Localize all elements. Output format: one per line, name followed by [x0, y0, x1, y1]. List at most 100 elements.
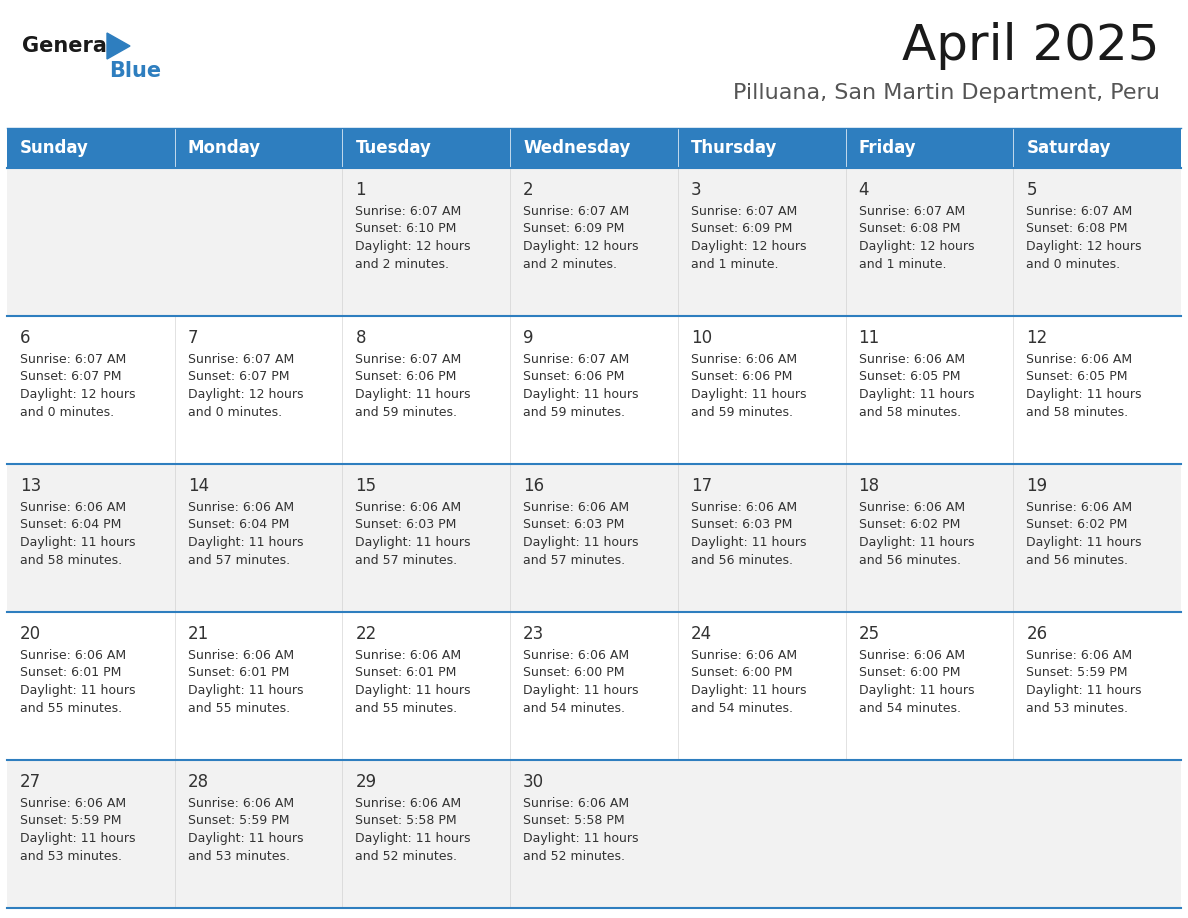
- Text: Daylight: 11 hours: Daylight: 11 hours: [691, 536, 807, 549]
- Text: 16: 16: [523, 477, 544, 495]
- Text: Sunrise: 6:07 AM: Sunrise: 6:07 AM: [1026, 205, 1132, 218]
- Text: General: General: [23, 36, 114, 56]
- Text: Sunset: 6:05 PM: Sunset: 6:05 PM: [859, 371, 960, 384]
- Text: Sunrise: 6:06 AM: Sunrise: 6:06 AM: [523, 649, 630, 662]
- Text: Daylight: 11 hours: Daylight: 11 hours: [859, 536, 974, 549]
- Text: and 0 minutes.: and 0 minutes.: [20, 406, 114, 419]
- Text: Daylight: 11 hours: Daylight: 11 hours: [20, 832, 135, 845]
- Text: and 54 minutes.: and 54 minutes.: [859, 701, 961, 714]
- Bar: [7, 464, 1181, 612]
- Text: Daylight: 11 hours: Daylight: 11 hours: [859, 684, 974, 697]
- Text: Daylight: 11 hours: Daylight: 11 hours: [523, 536, 639, 549]
- Text: Tuesday: Tuesday: [355, 139, 431, 157]
- Text: 10: 10: [691, 329, 712, 347]
- Text: 17: 17: [691, 477, 712, 495]
- Text: Sunset: 5:59 PM: Sunset: 5:59 PM: [20, 814, 121, 827]
- Text: Sunrise: 6:07 AM: Sunrise: 6:07 AM: [355, 205, 462, 218]
- Text: Sunset: 6:06 PM: Sunset: 6:06 PM: [523, 371, 625, 384]
- Bar: [678, 128, 846, 168]
- Text: Sunrise: 6:07 AM: Sunrise: 6:07 AM: [523, 205, 630, 218]
- Text: and 56 minutes.: and 56 minutes.: [859, 554, 961, 566]
- Text: Sunrise: 6:06 AM: Sunrise: 6:06 AM: [355, 797, 462, 810]
- Text: Sunrise: 6:06 AM: Sunrise: 6:06 AM: [188, 797, 293, 810]
- Text: 23: 23: [523, 625, 544, 643]
- Text: Sunset: 6:03 PM: Sunset: 6:03 PM: [523, 519, 625, 532]
- Text: and 0 minutes.: and 0 minutes.: [188, 406, 282, 419]
- Text: 7: 7: [188, 329, 198, 347]
- Text: Thursday: Thursday: [691, 139, 777, 157]
- Text: Sunrise: 6:06 AM: Sunrise: 6:06 AM: [691, 501, 797, 514]
- Text: and 55 minutes.: and 55 minutes.: [188, 701, 290, 714]
- Text: 26: 26: [1026, 625, 1048, 643]
- Text: 6: 6: [20, 329, 31, 347]
- Text: 3: 3: [691, 181, 701, 199]
- Text: and 52 minutes.: and 52 minutes.: [355, 849, 457, 863]
- Text: Sunrise: 6:06 AM: Sunrise: 6:06 AM: [523, 501, 630, 514]
- Text: Sunrise: 6:07 AM: Sunrise: 6:07 AM: [20, 353, 126, 366]
- Text: Sunset: 6:10 PM: Sunset: 6:10 PM: [355, 222, 457, 236]
- Text: 5: 5: [1026, 181, 1037, 199]
- Text: Sunrise: 6:06 AM: Sunrise: 6:06 AM: [188, 649, 293, 662]
- Text: Daylight: 12 hours: Daylight: 12 hours: [1026, 240, 1142, 253]
- Text: Daylight: 11 hours: Daylight: 11 hours: [355, 536, 470, 549]
- Text: Sunset: 5:59 PM: Sunset: 5:59 PM: [1026, 666, 1127, 679]
- Text: and 53 minutes.: and 53 minutes.: [1026, 701, 1129, 714]
- Text: Sunset: 6:08 PM: Sunset: 6:08 PM: [859, 222, 960, 236]
- Text: and 53 minutes.: and 53 minutes.: [20, 849, 122, 863]
- Text: Daylight: 11 hours: Daylight: 11 hours: [1026, 536, 1142, 549]
- Text: Daylight: 11 hours: Daylight: 11 hours: [188, 536, 303, 549]
- Bar: [7, 760, 1181, 908]
- Text: and 58 minutes.: and 58 minutes.: [1026, 406, 1129, 419]
- Polygon shape: [107, 33, 129, 59]
- Text: 28: 28: [188, 773, 209, 791]
- Text: Daylight: 11 hours: Daylight: 11 hours: [20, 536, 135, 549]
- Text: 27: 27: [20, 773, 42, 791]
- Text: Daylight: 12 hours: Daylight: 12 hours: [691, 240, 807, 253]
- Text: Sunset: 6:03 PM: Sunset: 6:03 PM: [355, 519, 457, 532]
- Text: 11: 11: [859, 329, 880, 347]
- Text: Sunset: 6:02 PM: Sunset: 6:02 PM: [1026, 519, 1127, 532]
- Text: Sunset: 6:08 PM: Sunset: 6:08 PM: [1026, 222, 1127, 236]
- Text: Daylight: 11 hours: Daylight: 11 hours: [355, 832, 470, 845]
- Text: and 56 minutes.: and 56 minutes.: [691, 554, 792, 566]
- Text: and 59 minutes.: and 59 minutes.: [523, 406, 625, 419]
- Text: Daylight: 11 hours: Daylight: 11 hours: [1026, 684, 1142, 697]
- Text: 25: 25: [859, 625, 879, 643]
- Text: Pilluana, San Martin Department, Peru: Pilluana, San Martin Department, Peru: [733, 83, 1159, 103]
- Text: Sunset: 5:58 PM: Sunset: 5:58 PM: [523, 814, 625, 827]
- Text: and 2 minutes.: and 2 minutes.: [355, 258, 449, 271]
- Text: Sunrise: 6:06 AM: Sunrise: 6:06 AM: [859, 353, 965, 366]
- Text: Daylight: 11 hours: Daylight: 11 hours: [188, 832, 303, 845]
- Text: and 57 minutes.: and 57 minutes.: [355, 554, 457, 566]
- Text: Sunset: 6:04 PM: Sunset: 6:04 PM: [188, 519, 289, 532]
- Bar: [7, 128, 175, 168]
- Text: Sunrise: 6:07 AM: Sunrise: 6:07 AM: [523, 353, 630, 366]
- Bar: [846, 128, 1013, 168]
- Text: Sunrise: 6:06 AM: Sunrise: 6:06 AM: [1026, 649, 1132, 662]
- Text: and 58 minutes.: and 58 minutes.: [20, 554, 122, 566]
- Text: Sunset: 5:58 PM: Sunset: 5:58 PM: [355, 814, 457, 827]
- Text: Daylight: 12 hours: Daylight: 12 hours: [859, 240, 974, 253]
- Text: Blue: Blue: [109, 61, 162, 81]
- Text: Sunset: 6:00 PM: Sunset: 6:00 PM: [859, 666, 960, 679]
- Text: Sunset: 6:03 PM: Sunset: 6:03 PM: [691, 519, 792, 532]
- Text: Daylight: 11 hours: Daylight: 11 hours: [523, 684, 639, 697]
- Text: Daylight: 11 hours: Daylight: 11 hours: [691, 388, 807, 401]
- Text: 12: 12: [1026, 329, 1048, 347]
- Bar: [7, 168, 1181, 316]
- Text: 18: 18: [859, 477, 879, 495]
- Text: Daylight: 11 hours: Daylight: 11 hours: [691, 684, 807, 697]
- Text: 20: 20: [20, 625, 42, 643]
- Text: Sunset: 5:59 PM: Sunset: 5:59 PM: [188, 814, 289, 827]
- Text: Daylight: 11 hours: Daylight: 11 hours: [188, 684, 303, 697]
- Text: Sunset: 6:04 PM: Sunset: 6:04 PM: [20, 519, 121, 532]
- Text: Sunrise: 6:06 AM: Sunrise: 6:06 AM: [355, 649, 462, 662]
- Text: Sunrise: 6:06 AM: Sunrise: 6:06 AM: [20, 501, 126, 514]
- Text: Daylight: 12 hours: Daylight: 12 hours: [20, 388, 135, 401]
- Text: Sunset: 6:06 PM: Sunset: 6:06 PM: [355, 371, 457, 384]
- Text: and 53 minutes.: and 53 minutes.: [188, 849, 290, 863]
- Text: Sunrise: 6:06 AM: Sunrise: 6:06 AM: [691, 353, 797, 366]
- Text: 24: 24: [691, 625, 712, 643]
- Text: Sunrise: 6:06 AM: Sunrise: 6:06 AM: [20, 797, 126, 810]
- Text: Wednesday: Wednesday: [523, 139, 631, 157]
